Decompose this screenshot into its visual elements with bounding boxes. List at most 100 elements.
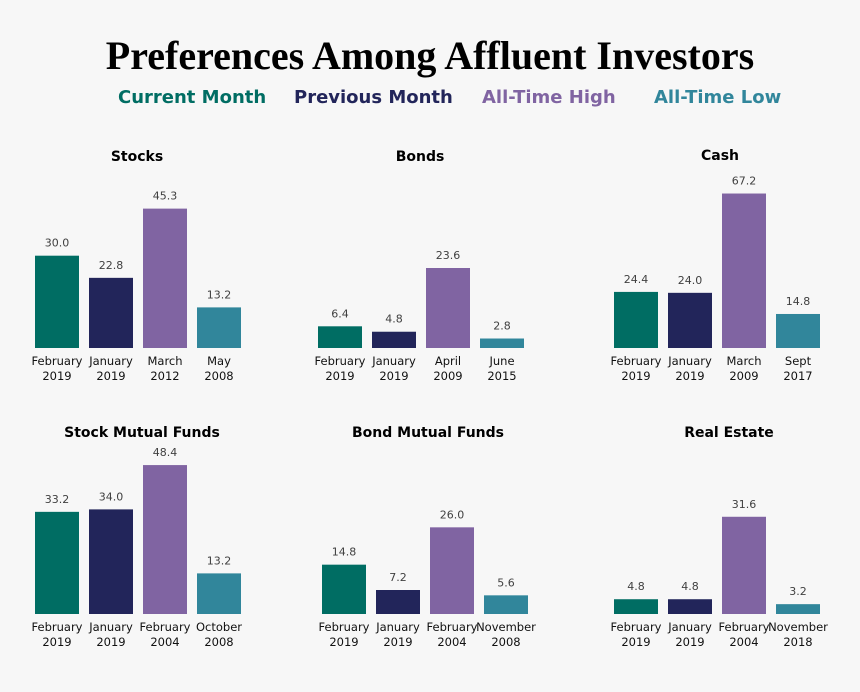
bar — [372, 331, 416, 348]
category-label: January — [88, 620, 133, 634]
chart-title: Stock Mutual Funds — [64, 425, 220, 441]
category-label: 2012 — [150, 369, 179, 383]
data-label: 13.2 — [207, 554, 232, 567]
category-label: 2019 — [329, 635, 358, 649]
data-label: 4.8 — [627, 580, 645, 593]
bar — [668, 599, 712, 614]
bar — [614, 291, 658, 348]
data-label: 13.2 — [207, 288, 232, 301]
data-label: 3.2 — [789, 585, 807, 598]
category-label: February — [719, 620, 770, 634]
bar — [322, 564, 366, 614]
chart-title: Bond Mutual Funds — [352, 425, 504, 441]
category-label: 2019 — [96, 635, 125, 649]
bar — [776, 604, 820, 614]
category-label: Sept — [785, 354, 812, 368]
category-label: 2019 — [621, 635, 650, 649]
bar — [430, 527, 474, 614]
category-label: 2019 — [621, 369, 650, 383]
bar — [426, 268, 470, 348]
category-label: 2004 — [729, 635, 758, 649]
category-label: April — [435, 354, 461, 368]
chart-title: Bonds — [396, 149, 445, 165]
category-label: 2015 — [487, 369, 516, 383]
category-label: February — [32, 620, 83, 634]
bar — [668, 292, 712, 348]
category-label: March — [147, 354, 182, 368]
data-label: 6.4 — [331, 307, 349, 320]
legend-all-time-high: All-Time High — [482, 87, 616, 108]
category-label: February — [611, 620, 662, 634]
category-label: February — [32, 354, 83, 368]
legend-previous-month: Previous Month — [294, 87, 453, 108]
bar — [318, 326, 362, 348]
legend-current-month: Current Month — [118, 87, 267, 108]
data-label: 4.8 — [385, 313, 403, 326]
category-label: 2019 — [96, 369, 125, 383]
category-label: January — [375, 620, 420, 634]
category-label: May — [207, 354, 231, 368]
category-label: January — [667, 354, 712, 368]
category-label: 2019 — [325, 369, 354, 383]
category-label: 2004 — [437, 635, 466, 649]
category-label: February — [140, 620, 191, 634]
category-label: 2009 — [729, 369, 758, 383]
bar — [143, 465, 187, 614]
data-label: 33.2 — [45, 493, 70, 506]
bar — [484, 595, 528, 614]
category-label: 2019 — [383, 635, 412, 649]
category-label: November — [476, 620, 536, 634]
bar — [35, 511, 79, 614]
category-label: 2004 — [150, 635, 179, 649]
data-label: 14.8 — [786, 295, 811, 308]
bar — [376, 590, 420, 614]
data-label: 67.2 — [732, 175, 757, 188]
category-label: October — [196, 620, 242, 634]
category-label: 2019 — [42, 369, 71, 383]
category-label: 2019 — [42, 635, 71, 649]
category-label: 2019 — [675, 635, 704, 649]
category-label: November — [768, 620, 828, 634]
figure-title: Preferences Among Affluent Investors — [105, 33, 755, 78]
category-label: 2008 — [204, 369, 233, 383]
bar — [143, 208, 187, 348]
data-label: 2.8 — [493, 320, 511, 333]
bar — [89, 277, 133, 348]
data-label: 31.6 — [732, 498, 757, 511]
category-label: 2008 — [491, 635, 520, 649]
chart-title: Cash — [701, 148, 739, 164]
category-label: 2009 — [433, 369, 462, 383]
data-label: 22.8 — [99, 259, 124, 272]
data-label: 34.0 — [99, 490, 124, 503]
data-label: 30.0 — [45, 237, 70, 250]
category-label: 2019 — [675, 369, 704, 383]
chart-title: Real Estate — [684, 425, 774, 441]
legend-all-time-low: All-Time Low — [654, 87, 782, 108]
category-label: February — [319, 620, 370, 634]
bar — [722, 193, 766, 348]
category-label: June — [488, 354, 514, 368]
data-label: 24.0 — [678, 274, 703, 287]
bar — [614, 599, 658, 614]
category-label: February — [427, 620, 478, 634]
chart-title: Stocks — [111, 149, 163, 165]
category-label: February — [315, 354, 366, 368]
bar — [722, 516, 766, 614]
category-label: January — [371, 354, 416, 368]
data-label: 45.3 — [153, 190, 178, 203]
category-label: February — [611, 354, 662, 368]
category-label: 2018 — [783, 635, 812, 649]
category-label: 2008 — [204, 635, 233, 649]
data-label: 24.4 — [624, 273, 649, 286]
data-label: 14.8 — [332, 546, 357, 559]
category-label: 2019 — [379, 369, 408, 383]
bar — [197, 573, 241, 614]
category-label: January — [667, 620, 712, 634]
bar — [35, 255, 79, 348]
bar — [480, 338, 524, 348]
data-label: 4.8 — [681, 580, 699, 593]
data-label: 23.6 — [436, 249, 461, 262]
bar — [89, 509, 133, 614]
category-label: 2017 — [783, 369, 812, 383]
